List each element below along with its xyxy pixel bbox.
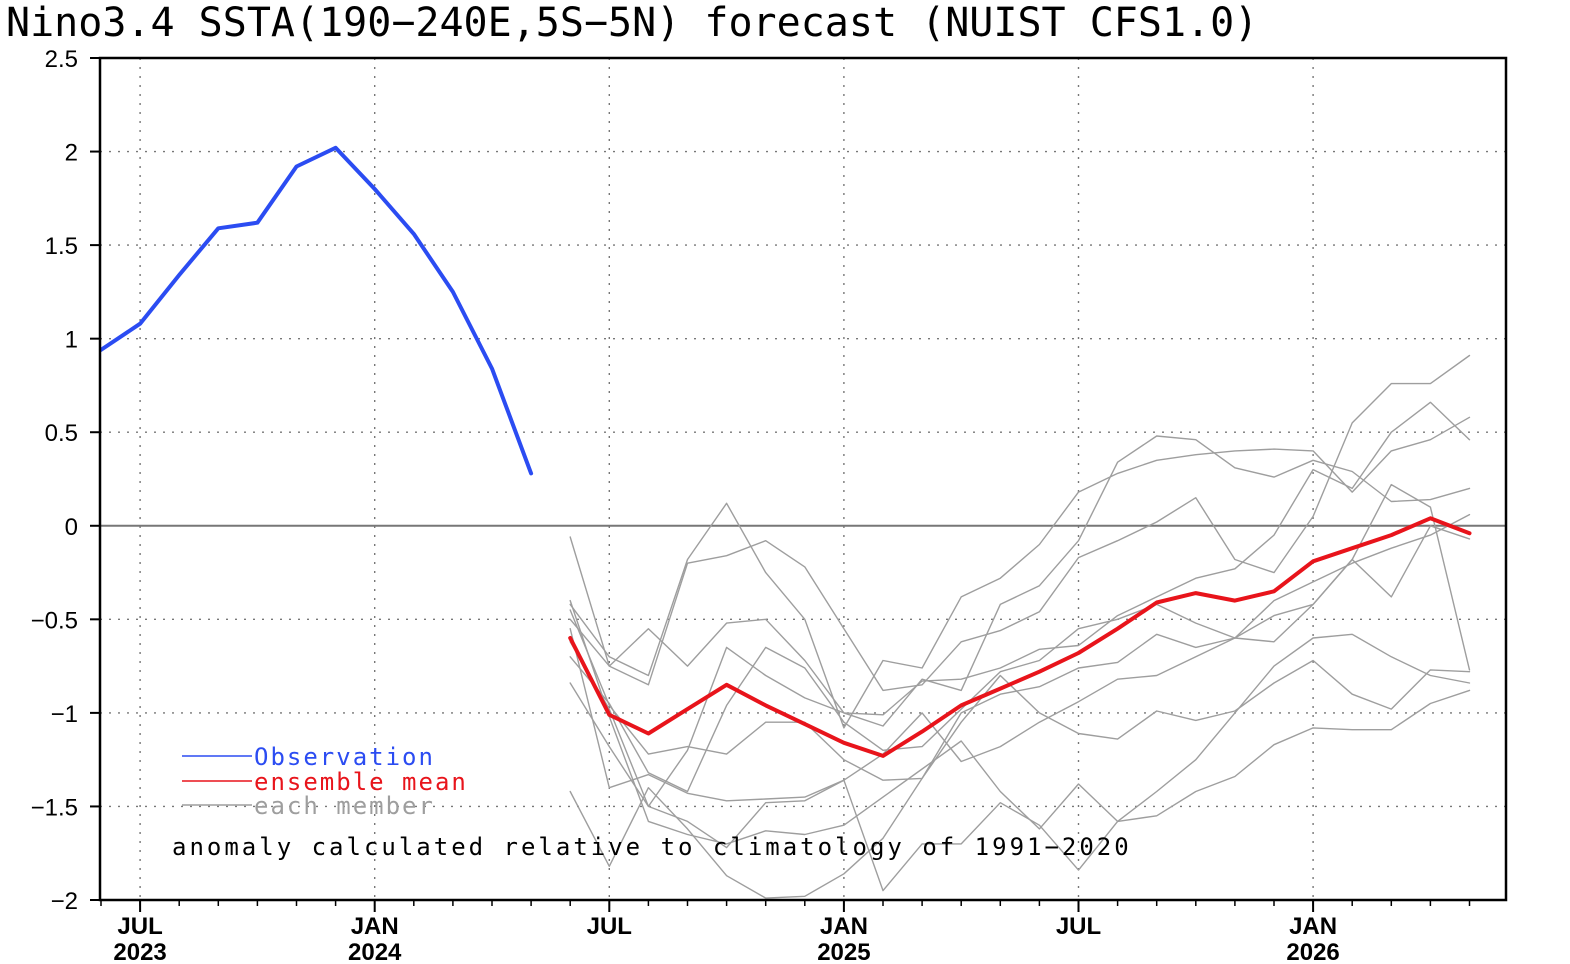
member-line bbox=[569, 659, 1471, 899]
x-tick-label: JAN bbox=[1289, 913, 1337, 940]
y-axis: 2.5 2 1.5 1 0.5 0 −0.5 −1 −1.5 −2 bbox=[31, 46, 100, 915]
y-tick-label: 0 bbox=[65, 514, 78, 541]
member-line bbox=[569, 525, 1471, 802]
ensemble-mean-series-group bbox=[568, 516, 1472, 758]
y-tick-label: 2 bbox=[65, 140, 78, 167]
member-line bbox=[569, 435, 1471, 727]
member-line bbox=[569, 483, 1471, 781]
x-tick-year: 2026 bbox=[1286, 939, 1339, 964]
y-tick-label: 0.5 bbox=[45, 420, 78, 447]
y-tick-label: 2.5 bbox=[45, 46, 78, 73]
legend: Observation ensemble mean each member bbox=[182, 743, 468, 820]
y-tick-label: 1.5 bbox=[45, 233, 78, 260]
y-tick-label: 1 bbox=[65, 327, 78, 354]
chart-title: Nino3.4 SSTA(190−240E,5S−5N) forecast (N… bbox=[6, 0, 1258, 46]
climatology-note: anomaly calculated relative to climatolo… bbox=[172, 833, 1132, 861]
x-tick-label: JUL bbox=[117, 913, 162, 940]
observation-line bbox=[99, 145, 534, 476]
x-tick-label: JAN bbox=[820, 913, 868, 940]
y-tick-label: −1 bbox=[51, 701, 78, 728]
member-line bbox=[569, 354, 1471, 692]
member-line bbox=[569, 401, 1471, 808]
y-tick-label: −1.5 bbox=[31, 794, 78, 821]
member-line bbox=[569, 641, 1471, 892]
y-tick-label: −0.5 bbox=[31, 607, 78, 634]
x-tick-year: 2023 bbox=[113, 939, 166, 964]
y-tick-label: −2 bbox=[51, 888, 78, 915]
plot-frame bbox=[98, 56, 1508, 902]
legend-label-ensemble-mean: ensemble mean bbox=[254, 768, 468, 796]
x-tick-year: 2025 bbox=[817, 939, 870, 964]
legend-label-observation: Observation bbox=[254, 743, 435, 771]
member-series-group bbox=[569, 354, 1471, 899]
legend-label-each-member: each member bbox=[254, 792, 435, 820]
x-tick-year: 2024 bbox=[348, 939, 402, 964]
x-tick-label: JAN bbox=[351, 913, 399, 940]
member-line bbox=[569, 599, 1471, 845]
ensemble-mean-line bbox=[568, 516, 1472, 758]
member-line bbox=[569, 416, 1471, 729]
member-line bbox=[569, 513, 1471, 793]
x-tick-label: JUL bbox=[1056, 913, 1101, 940]
x-tick-label: JUL bbox=[587, 913, 632, 940]
grid bbox=[100, 58, 1506, 900]
observation-series-group bbox=[99, 145, 534, 476]
